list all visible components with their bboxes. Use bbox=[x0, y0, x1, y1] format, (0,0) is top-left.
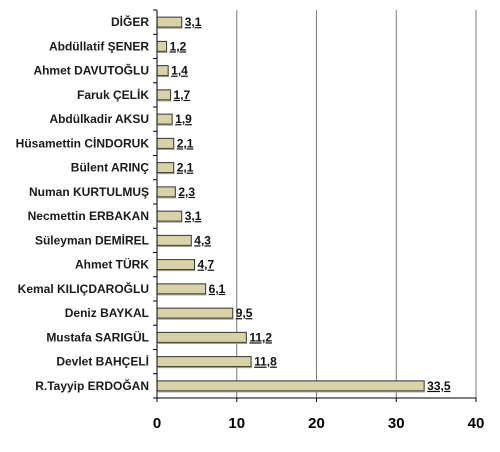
value-label-3: 1,7 bbox=[174, 88, 191, 102]
value-label-13: 11,2 bbox=[249, 330, 272, 344]
value-label-8: 3,1 bbox=[185, 209, 202, 223]
category-label-12: Deniz BAYKAL bbox=[65, 306, 149, 320]
bar-0 bbox=[156, 16, 183, 28]
category-label-4: Abdülkadir AKSU bbox=[49, 112, 149, 126]
bar-7 bbox=[156, 186, 176, 198]
category-label-0: DİĞER bbox=[111, 14, 149, 29]
value-labels: 3,1 1,2 1,4 1,7 1,9 2,1 2,1 2,3 3,1 4,3 4,7 6,1 9,5 1… bbox=[170, 15, 451, 393]
x-axis: 0 10 20 30 40 bbox=[153, 9, 485, 432]
category-label-14: Devlet BAHÇELİ bbox=[56, 354, 149, 369]
category-labels: DİĞER Abdüllatif ŞENER Ahmet DAVUTOĞLU Faru… bbox=[16, 14, 150, 393]
x-tick-label-30: 30 bbox=[388, 415, 405, 432]
category-label-1: Abdüllatif ŞENER bbox=[49, 39, 149, 53]
bar-13 bbox=[156, 331, 247, 343]
category-label-9: Süleyman DEMİREL bbox=[35, 232, 149, 247]
value-label-2: 1,4 bbox=[171, 64, 188, 78]
bar-9 bbox=[156, 234, 192, 246]
value-label-4: 1,9 bbox=[175, 112, 192, 126]
bar-10 bbox=[156, 259, 195, 271]
category-label-5: Hüsamettin CİNDORUK bbox=[16, 135, 150, 150]
value-label-7: 2,3 bbox=[178, 185, 195, 199]
x-tick-label-40: 40 bbox=[468, 415, 485, 432]
category-label-10: Ahmet TÜRK bbox=[75, 257, 149, 272]
value-label-5: 2,1 bbox=[177, 136, 194, 150]
value-label-1: 1,2 bbox=[170, 39, 187, 53]
category-label-3: Faruk ÇELİK bbox=[77, 87, 149, 102]
category-label-11: Kemal KILIÇDAROĞLU bbox=[18, 281, 149, 296]
category-label-7: Numan KURTULMUŞ bbox=[29, 185, 149, 199]
value-label-9: 4,3 bbox=[194, 233, 211, 247]
value-label-6: 2,1 bbox=[177, 161, 194, 175]
x-tick-label-10: 10 bbox=[228, 415, 245, 432]
value-label-11: 6,1 bbox=[209, 282, 226, 296]
bar-11 bbox=[156, 283, 207, 295]
bar-4 bbox=[156, 113, 173, 125]
bar-6 bbox=[156, 162, 175, 174]
value-label-0: 3,1 bbox=[185, 15, 202, 29]
bar-2 bbox=[156, 65, 169, 77]
bar-1 bbox=[156, 40, 168, 52]
x-tick-label-0: 0 bbox=[153, 415, 161, 432]
value-label-12: 9,5 bbox=[236, 306, 253, 320]
bar-15 bbox=[156, 380, 425, 392]
gridlines bbox=[236, 10, 477, 398]
category-label-15: R.Tayyip ERDOĞAN bbox=[35, 378, 149, 393]
bar-8 bbox=[156, 210, 183, 222]
value-label-10: 4,7 bbox=[197, 258, 214, 272]
category-label-2: Ahmet DAVUTOĞLU bbox=[33, 63, 149, 78]
bars bbox=[156, 16, 426, 393]
value-label-14: 11,8 bbox=[254, 355, 277, 369]
bar-3 bbox=[156, 89, 172, 101]
bar-5 bbox=[156, 137, 175, 149]
value-label-15: 33,5 bbox=[427, 379, 451, 393]
category-label-8: Necmettin ERBAKAN bbox=[28, 209, 149, 223]
category-label-6: Bülent ARINÇ bbox=[71, 161, 150, 175]
category-label-13: Mustafa SARIGÜL bbox=[46, 329, 149, 344]
bar-12 bbox=[156, 307, 234, 319]
bar-14 bbox=[156, 356, 252, 368]
x-tick-label-20: 20 bbox=[308, 415, 325, 432]
